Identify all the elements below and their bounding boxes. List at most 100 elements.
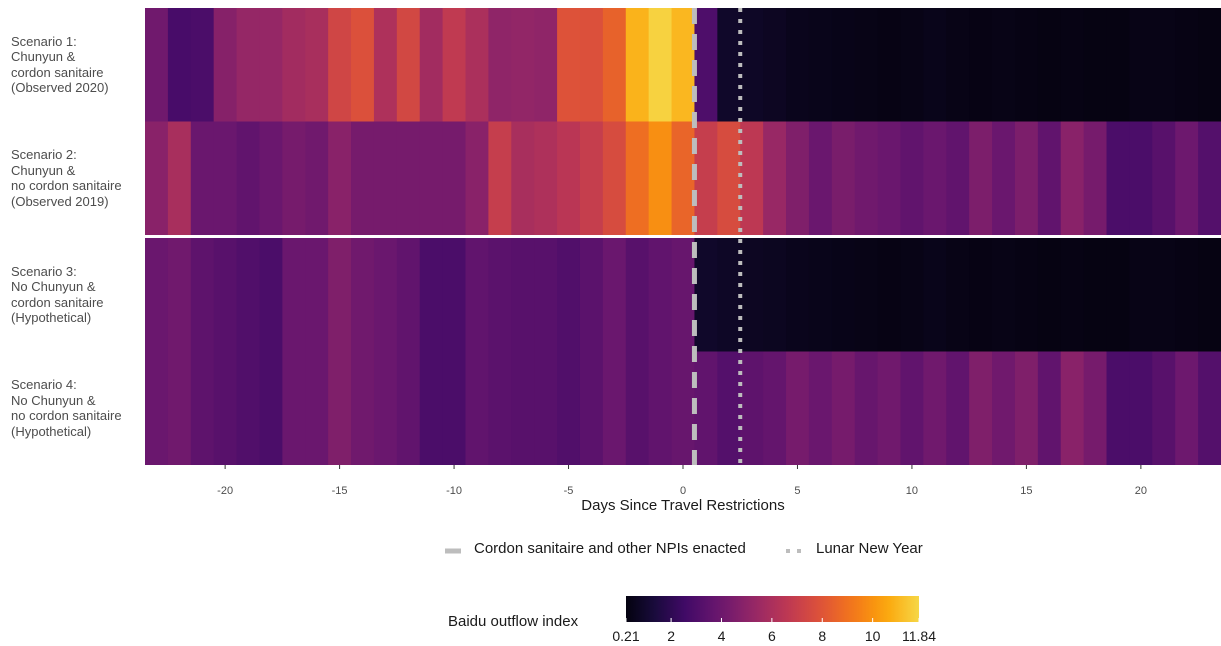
heatmap-cell [1037, 121, 1062, 235]
colorbar-tick-label: 11.84 [902, 628, 936, 644]
heatmap-cell [511, 8, 535, 122]
heatmap-cell [969, 351, 993, 465]
heatmap-cell [1083, 8, 1108, 122]
x-tick-label: 10 [906, 485, 918, 497]
heatmap-cell [671, 351, 696, 465]
heatmap-cell [1106, 351, 1131, 465]
heatmap-cell [671, 8, 696, 122]
heatmap-cell [877, 8, 902, 122]
heatmap-cell [648, 8, 673, 122]
heatmap-cell [190, 351, 215, 465]
row-label-line: cordon sanitaire [11, 294, 104, 310]
heatmap-cell [1175, 351, 1199, 465]
row-label-line: cordon sanitaire [11, 64, 104, 80]
heatmap-cell [534, 121, 558, 235]
heatmap-cell [213, 121, 238, 235]
heatmap-cell [351, 238, 375, 352]
heatmap-cell [534, 8, 558, 122]
heatmap-cell [831, 8, 856, 122]
heatmap-cell [717, 351, 741, 465]
heatmap-cell [396, 8, 421, 122]
heatmap-cell [213, 351, 238, 465]
heatmap-cell [465, 238, 489, 352]
heatmap-cell [259, 8, 283, 122]
row-label-line: no cordon sanitaire [11, 408, 122, 424]
row-label-line: No Chunyun & [11, 392, 96, 408]
heatmap-cell [900, 238, 924, 352]
row-label-line: (Hypothetical) [11, 423, 92, 439]
heatmap-cell [1060, 8, 1085, 122]
heatmap-cell [1198, 8, 1221, 122]
heatmap-cell [1129, 121, 1153, 235]
heatmap-cell [236, 238, 261, 352]
heatmap-cell [236, 121, 261, 235]
heatmap-cell [992, 8, 1016, 122]
heatmap-cell [877, 351, 902, 465]
heatmap-cell [511, 238, 535, 352]
heatmap-cell [511, 351, 535, 465]
heatmap-cell [763, 351, 787, 465]
heatmap-cell [328, 351, 352, 465]
legend-label-cordon: Cordon sanitaire and other NPIs enacted [474, 540, 746, 557]
row-label: Scenario 3: No Chunyun & cordon sanitaire(… [11, 264, 104, 326]
row-label-line: no cordon sanitaire [11, 178, 122, 194]
heatmap-cell [213, 8, 238, 122]
heatmap-cell [351, 8, 375, 122]
heatmap-cell [488, 351, 512, 465]
row-label: Scenario 1: Chunyun & cordon sanitaire (Obs… [11, 34, 109, 96]
heatmap-cell [282, 238, 306, 352]
heatmap-cell [511, 121, 535, 235]
legend-item-cordon: Cordon sanitaire and other NPIs enacted [474, 540, 746, 557]
heatmap-cell [1129, 238, 1153, 352]
heatmap-cell [808, 238, 833, 352]
heatmap-cell [694, 351, 718, 465]
heatmap-cell [786, 238, 810, 352]
colorbar-tick-label: 10 [864, 628, 881, 644]
heatmap-cell [923, 121, 947, 235]
row-label-line: (Observed 2019) [11, 193, 109, 209]
heatmap-cell [854, 238, 879, 352]
heatmap-cell [145, 238, 169, 352]
heatmap-cell [259, 238, 283, 352]
heatmap-cell [488, 121, 512, 235]
heatmap-cell [786, 351, 810, 465]
row-label-line: Scenario 2: [11, 147, 77, 163]
heatmap-cell [1106, 238, 1131, 352]
heatmap-cell [305, 8, 329, 122]
heatmap-cell [694, 8, 718, 122]
heatmap-cell [419, 8, 444, 122]
heatmap-cell [1037, 238, 1062, 352]
heatmap-cell [831, 121, 856, 235]
heatmap-cell [740, 121, 764, 235]
heatmap-cell [213, 238, 238, 352]
heatmap-cell [351, 121, 375, 235]
heatmap-cell [717, 8, 741, 122]
heatmap-cell [625, 8, 650, 122]
heatmap-cell [808, 121, 833, 235]
heatmap-cell [419, 238, 444, 352]
heatmap-cell [1129, 8, 1153, 122]
heatmap-cell [625, 351, 650, 465]
heatmap-cell [602, 121, 627, 235]
heatmap-cell [373, 121, 398, 235]
x-tick-label: -15 [332, 485, 348, 497]
heatmap-cell [190, 121, 215, 235]
colorbar-tick-label: 2 [667, 628, 675, 644]
heatmap-cell [282, 8, 306, 122]
row-label-line: Scenario 3: [11, 263, 77, 279]
heatmap-cell [167, 238, 192, 352]
heatmap-cell [946, 8, 970, 122]
row-label-line: Scenario 1: [11, 33, 77, 49]
heatmap-cell [190, 238, 215, 352]
heatmap-cell [854, 121, 879, 235]
row-label-line: Scenario 4: [11, 377, 77, 393]
heatmap-cell [1083, 121, 1108, 235]
heatmap-cell [396, 238, 421, 352]
heatmap-cell [969, 8, 993, 122]
heatmap-cell [1175, 8, 1199, 122]
heatmap-cell [602, 351, 627, 465]
heatmap-cell [992, 238, 1016, 352]
heatmap-cell [602, 238, 627, 352]
heatmap-cell [373, 8, 398, 122]
colorbar-tick-label: 8 [818, 628, 827, 644]
